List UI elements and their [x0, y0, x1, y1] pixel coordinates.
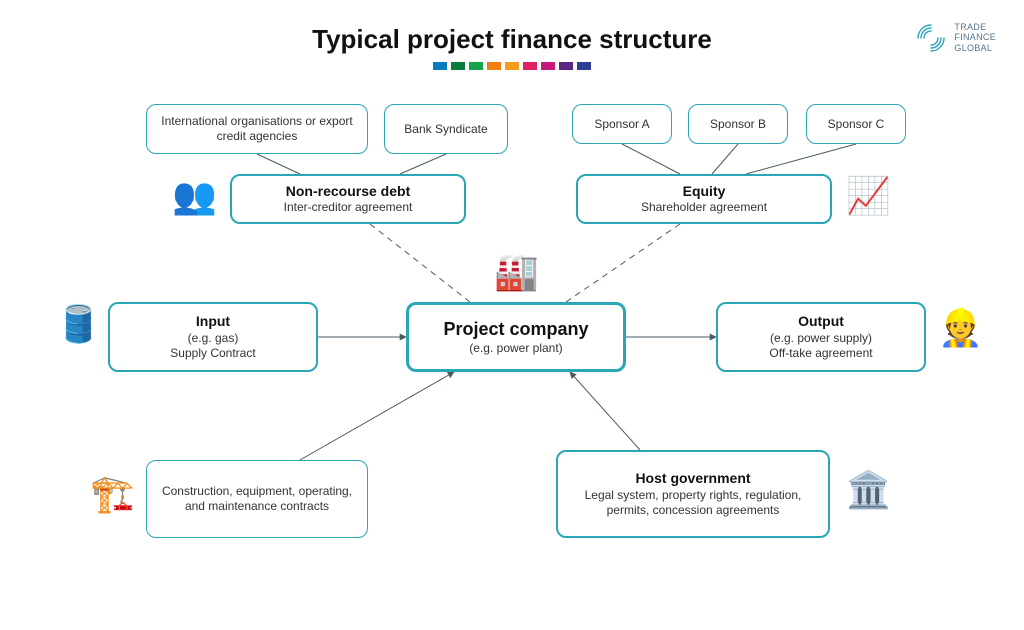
node-title: Output	[798, 313, 844, 331]
gov-icon: 🏛️	[846, 472, 891, 508]
accent-swatch	[541, 62, 555, 70]
rig-icon: 🛢️	[56, 306, 101, 342]
accent-swatch	[451, 62, 465, 70]
node-sub: Legal system, property rights, regulatio…	[568, 488, 818, 518]
node-sub: Shareholder agreement	[641, 200, 767, 215]
accent-swatch	[523, 62, 537, 70]
growth-icon: 📈	[846, 178, 891, 214]
crane-icon: 🏗️	[90, 476, 135, 512]
accent-swatch	[505, 62, 519, 70]
node-sub: (e.g. power supply)	[770, 331, 872, 346]
node-host: Host governmentLegal system, property ri…	[556, 450, 830, 538]
accent-swatch	[487, 62, 501, 70]
node-title: Non-recourse debt	[286, 183, 410, 201]
logo-mark-icon	[916, 23, 946, 53]
node-project: Project company(e.g. power plant)	[406, 302, 626, 372]
node-sub: Inter-creditor agreement	[284, 200, 413, 215]
people-icon: 👥	[172, 178, 217, 214]
node-constr: Construction, equipment, operating, and …	[146, 460, 368, 538]
node-sub: (e.g. gas)	[188, 331, 239, 346]
node-spA: Sponsor A	[572, 104, 672, 144]
brand-logo: TRADE FINANCE GLOBAL	[916, 22, 996, 53]
node-sub: (e.g. power plant)	[469, 341, 562, 356]
node-spC: Sponsor C	[806, 104, 906, 144]
node-title: Equity	[683, 183, 726, 201]
node-debt: Non-recourse debtInter-creditor agreemen…	[230, 174, 466, 224]
node-output: Output(e.g. power supply)Off-take agreem…	[716, 302, 926, 372]
node-title: Host government	[635, 470, 750, 488]
node-sub: Construction, equipment, operating, and …	[157, 484, 357, 514]
node-input: Input(e.g. gas)Supply Contract	[108, 302, 318, 372]
accent-swatch	[577, 62, 591, 70]
logo-text: TRADE FINANCE GLOBAL	[954, 22, 996, 53]
node-spB: Sponsor B	[688, 104, 788, 144]
engineer-icon: 👷	[938, 310, 983, 346]
node-title: Project company	[443, 318, 588, 341]
factory-icon: 🏭	[494, 254, 539, 290]
accent-strip	[433, 62, 591, 70]
node-bank: Bank Syndicate	[384, 104, 508, 154]
accent-swatch	[559, 62, 573, 70]
accent-swatch	[433, 62, 447, 70]
node-sub: Sponsor A	[594, 117, 649, 132]
node-sub2: Supply Contract	[170, 346, 255, 361]
node-sub2: Off-take agreement	[769, 346, 872, 361]
node-sub: Sponsor C	[828, 117, 885, 132]
node-sub: Sponsor B	[710, 117, 766, 132]
node-sub: Bank Syndicate	[404, 122, 487, 137]
accent-swatch	[469, 62, 483, 70]
node-equity: EquityShareholder agreement	[576, 174, 832, 224]
node-sub: International organisations or export cr…	[157, 114, 357, 144]
node-intl: International organisations or export cr…	[146, 104, 368, 154]
page-title: Typical project finance structure	[0, 24, 1024, 55]
node-title: Input	[196, 313, 230, 331]
